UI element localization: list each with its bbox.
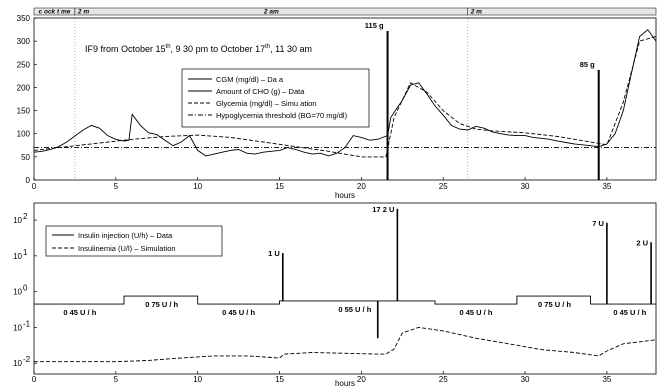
period-band-label: 2 am — [263, 9, 279, 16]
bottom-x-axis-label: hours — [335, 379, 355, 387]
y-tick-exponent: 0 — [23, 284, 28, 293]
insulin-spikes: 1 U 17 2 U 7 U 2 U — [268, 205, 652, 339]
insulin-spike-label: 2 U — [636, 238, 648, 247]
x-tick-label: 20 — [357, 182, 366, 191]
y-tick-exponent: 1 — [23, 248, 28, 257]
x-tick-label: 5 — [114, 182, 119, 191]
bottom-plot-frame — [33, 202, 657, 375]
chart-title-part: IF9 from October 15 — [85, 44, 166, 54]
y-tick-exponent: -1 — [23, 319, 31, 328]
basal-rate-label: 0 45 U / h — [222, 308, 255, 317]
x-tick-label: 35 — [602, 375, 611, 384]
glucose-series — [33, 28, 657, 158]
top-legend: CGM (mg/dl) – Da a Amount of CHO (g) – D… — [181, 68, 370, 128]
x-tick-label: 20 — [357, 375, 366, 384]
legend-label-insulinemia: Insulinemia (U/l) – Simulation — [78, 244, 176, 253]
y-tick-label: 300 — [17, 37, 31, 46]
legend-label-cho: Amount of CHO (g) – Data — [216, 87, 305, 96]
x-tick-label: 15 — [275, 182, 284, 191]
y-tick-label: 0 — [26, 176, 31, 185]
x-tick-label: 25 — [439, 375, 448, 384]
chart-title-superscript: th — [265, 44, 270, 50]
chart-title-superscript: th — [166, 44, 171, 50]
insulin-spike-label: 7 U — [592, 219, 604, 228]
y-tick-label: 10 — [13, 323, 22, 332]
basal-rate-label: 0 75 U / h — [538, 300, 571, 309]
bottom-legend: Insulin injection (U/h) – Data Insulinem… — [45, 225, 223, 257]
y-tick-exponent: 2 — [23, 212, 28, 221]
y-tick-label: 10 — [13, 288, 22, 297]
basal-rate-label: 0 45 U / h — [613, 308, 646, 317]
y-tick-label: 250 — [17, 60, 31, 69]
period-band: c ock t me 2 am 2 m 2 m — [33, 7, 657, 16]
insulin-series — [34, 295, 657, 363]
basal-rate-label: 0 45 U / h — [63, 308, 96, 317]
x-tick-label: 30 — [521, 182, 530, 191]
top-plot-frame — [33, 17, 657, 181]
insulin-spike-label: 1 U — [268, 249, 280, 258]
bottom-legend-box — [45, 225, 223, 257]
period-band-mark: 2 m — [470, 9, 482, 16]
chart-title-part: , 11 30 am — [270, 44, 312, 54]
y-tick-label: 100 — [17, 130, 31, 139]
top-legend-box — [181, 68, 370, 128]
y-tick-label: 200 — [17, 83, 31, 92]
y-tick-label: 150 — [17, 107, 31, 116]
x-tick-label: 35 — [602, 182, 611, 191]
series-line — [34, 295, 656, 305]
period-band-label: c ock t me — [39, 9, 71, 16]
y-tick-label: 10 — [13, 216, 22, 225]
cho-stem-label: 85 g — [580, 60, 595, 69]
y-tick-label: 10 — [13, 359, 22, 368]
basal-rate-label: 0 75 U / h — [145, 300, 178, 309]
y-tick-exponent: -2 — [23, 355, 31, 364]
chart-title: IF9 from October 15th, 9 30 pm to Octobe… — [85, 44, 312, 54]
x-tick-label: 15 — [275, 375, 284, 384]
x-tick-label: 10 — [193, 375, 202, 384]
legend-label-threshold: Hypoglycemia threshold (BG=70 mg/dl) — [216, 111, 348, 120]
period-band-mark: 2 m — [77, 9, 89, 16]
glucose-plot: c ock t me 2 am 2 m 2 m 115 g 85 g 0 5 10 15 20 2… — [17, 7, 657, 200]
legend-label-glycemia: Glycemia (mg/dl) – Simu ation — [216, 99, 316, 108]
basal-rate-label: 0 45 U / h — [459, 308, 492, 317]
insulin-plot: 1 U17 2 U7 U2 U 0 45 U / h0 75 U / h0 45… — [13, 202, 657, 387]
x-tick-label: 25 — [439, 182, 448, 191]
x-tick-label: 0 — [32, 375, 37, 384]
series-line — [33, 36, 657, 158]
legend-label-cgm: CGM (mg/dl) – Da a — [216, 75, 284, 84]
cho-stems: 115 g 85 g — [365, 21, 600, 180]
chart-title-part: , 9 30 pm to October 17 — [171, 44, 266, 54]
x-tick-label: 0 — [32, 182, 37, 191]
basal-rate-label: 0 55 U / h — [338, 305, 371, 314]
y-tick-label: 50 — [21, 153, 30, 162]
y-tick-label: 350 — [17, 14, 31, 23]
series-line — [34, 326, 657, 363]
period-band-segment — [467, 7, 657, 16]
x-tick-label: 5 — [114, 375, 119, 384]
top-x-axis-label: hours — [335, 191, 355, 200]
x-tick-label: 30 — [521, 375, 530, 384]
cho-stem-label: 115 g — [365, 21, 384, 30]
legend-label-insulin: Insulin injection (U/h) – Data — [78, 231, 173, 240]
midnight-lines — [74, 18, 469, 180]
x-tick-label: 10 — [193, 182, 202, 191]
y-tick-label: 10 — [13, 252, 22, 261]
insulin-spike-label: 17 2 U — [372, 205, 394, 214]
basal-rate-labels: 0 45 U / h 0 75 U / h 0 45 U / h 0 55 U / h… — [63, 300, 646, 317]
